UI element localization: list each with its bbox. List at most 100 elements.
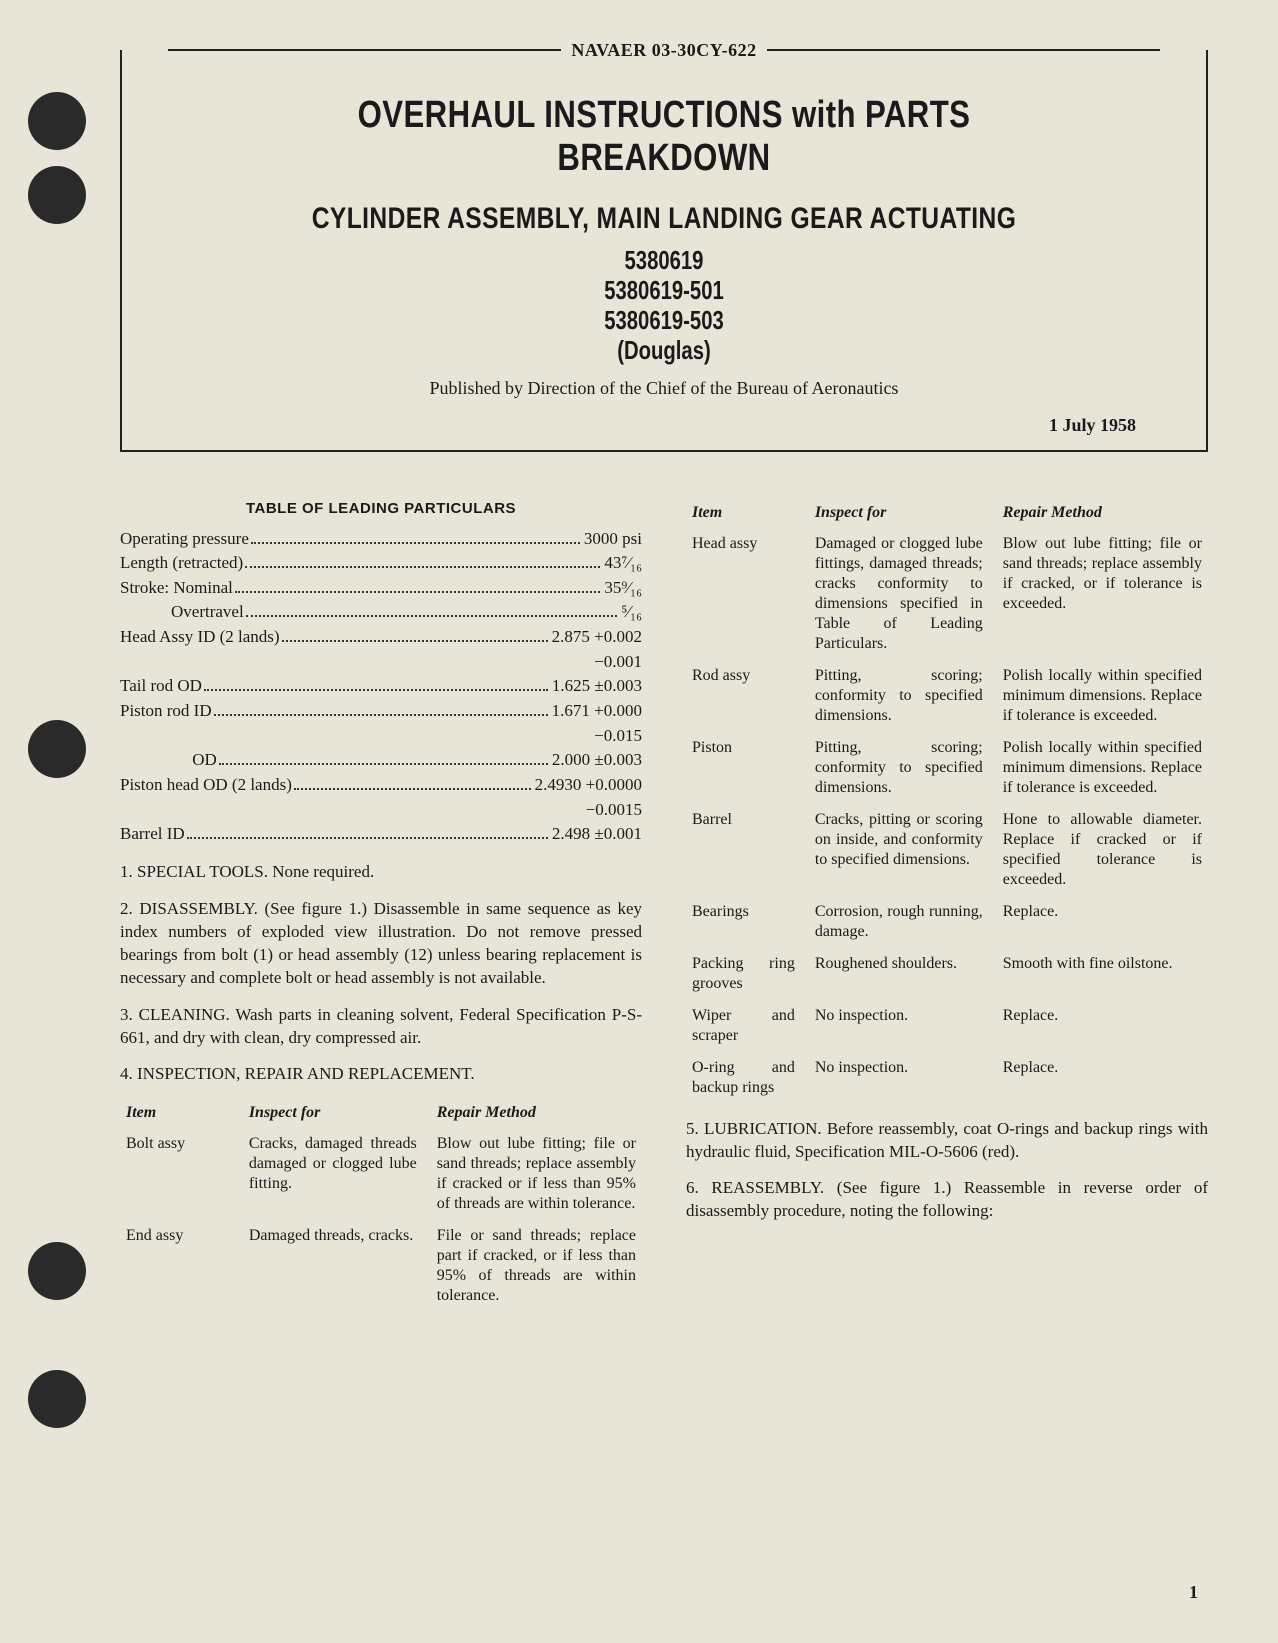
- punch-hole: [28, 92, 86, 150]
- cell-repair: Hone to allowable diameter. Replace if c…: [989, 804, 1208, 896]
- rule-left: [168, 49, 561, 51]
- title-main: OVERHAUL INSTRUCTIONS with PARTS BREAKDO…: [257, 94, 1070, 180]
- dot-leader: [245, 566, 600, 568]
- particular-label: Stroke: Nominal: [120, 576, 233, 601]
- punch-hole: [28, 1370, 86, 1428]
- particular-row: Barrel ID2.498 ±0.001: [120, 822, 642, 847]
- dot-leader: [187, 837, 548, 839]
- cell-repair: Blow out lube fitting; file or sand thre…: [423, 1128, 642, 1220]
- inspection-table-right: Item Inspect for Repair Method Head assy…: [686, 500, 1208, 1104]
- particular-label: Head Assy ID (2 lands): [120, 625, 280, 650]
- cell-repair: Replace.: [989, 1052, 1208, 1104]
- table-row: End assyDamaged threads, cracks.File or …: [120, 1220, 642, 1312]
- content-frame: NAVAER 03-30CY-622 OVERHAUL INSTRUCTIONS…: [120, 50, 1208, 452]
- table-row: PistonPitting, scoring; conformity to sp…: [686, 732, 1208, 804]
- particular-row: −0.0015: [120, 798, 642, 823]
- cell-inspect: Cracks, damaged threads damaged or clogg…: [235, 1128, 423, 1220]
- th-item: Item: [686, 500, 801, 528]
- cell-item: Wiper and scraper: [686, 1000, 801, 1052]
- table-row: BearingsCorrosion, rough running, damage…: [686, 896, 1208, 948]
- particular-row: Tail rod OD1.625 ±0.003: [120, 674, 642, 699]
- dot-leader: [214, 714, 548, 716]
- cell-inspect: Pitting, scoring; conformity to specifie…: [801, 660, 989, 732]
- particular-value: 1.625 ±0.003: [550, 674, 642, 699]
- punch-hole: [28, 1242, 86, 1300]
- particular-value: 2.875 +0.002: [550, 625, 642, 650]
- body-paragraph: 3. CLEANING. Wash parts in cleaning solv…: [120, 1004, 642, 1050]
- cell-item: Packing ring grooves: [686, 948, 801, 1000]
- part-number: 5380619-503: [277, 306, 1051, 336]
- table-row: Wiper and scraperNo inspection.Replace.: [686, 1000, 1208, 1052]
- dot-leader: [282, 640, 548, 642]
- table-row: Packing ring groovesRoughened shoulders.…: [686, 948, 1208, 1000]
- part-number: (Douglas): [277, 336, 1051, 366]
- punch-hole: [28, 166, 86, 224]
- cell-repair: Smooth with fine oilstone.: [989, 948, 1208, 1000]
- particular-label: OD: [120, 748, 217, 773]
- particular-value: −0.015: [592, 724, 642, 749]
- particular-value: 3000 psi: [582, 527, 642, 552]
- dot-leader: [294, 788, 531, 790]
- cell-item: O-ring and backup rings: [686, 1052, 801, 1104]
- particular-row: OD2.000 ±0.003: [120, 748, 642, 773]
- rule-right: [767, 49, 1160, 51]
- punch-hole: [28, 720, 86, 778]
- cell-item: Bearings: [686, 896, 801, 948]
- part-number: 5380619-501: [277, 276, 1051, 306]
- particular-value: 35⁹⁄₁₆: [602, 576, 642, 601]
- particular-row: Head Assy ID (2 lands) 2.875 +0.002: [120, 625, 642, 650]
- cell-repair: Blow out lube fitting; file or sand thre…: [989, 528, 1208, 660]
- particular-row: −0.001: [120, 650, 642, 675]
- cell-item: Bolt assy: [120, 1128, 235, 1220]
- table-row: Bolt assyCracks, damaged threads damaged…: [120, 1128, 642, 1220]
- particular-row: Operating pressure3000 psi: [120, 527, 642, 552]
- publisher-line: Published by Direction of the Chief of t…: [168, 378, 1160, 399]
- column-right: Item Inspect for Repair Method Head assy…: [686, 480, 1208, 1313]
- th-inspect: Inspect for: [801, 500, 989, 528]
- particular-label: Barrel ID: [120, 822, 185, 847]
- table-row: Rod assyPitting, scoring; conformity to …: [686, 660, 1208, 732]
- table-row: Head assyDamaged or clogged lube fitting…: [686, 528, 1208, 660]
- column-left: TABLE OF LEADING PARTICULARS Operating p…: [120, 480, 642, 1313]
- cell-inspect: Pitting, scoring; conformity to specifie…: [801, 732, 989, 804]
- cell-inspect: No inspection.: [801, 1052, 989, 1104]
- two-column-body: TABLE OF LEADING PARTICULARS Operating p…: [120, 480, 1208, 1313]
- page-number: 1: [1189, 1582, 1198, 1603]
- particular-value: −0.0015: [584, 798, 642, 823]
- inspection-table-left: Item Inspect for Repair Method Bolt assy…: [120, 1100, 642, 1312]
- cell-repair: Replace.: [989, 896, 1208, 948]
- cell-inspect: Roughened shoulders.: [801, 948, 989, 1000]
- particular-value: 43⁷⁄₁₆: [602, 551, 642, 576]
- cell-repair: Polish locally within specified minimum …: [989, 660, 1208, 732]
- frame-top: NAVAER 03-30CY-622: [168, 40, 1160, 60]
- th-repair: Repair Method: [423, 1100, 642, 1128]
- particular-row: Piston rod ID1.671 +0.000: [120, 699, 642, 724]
- cell-item: Piston: [686, 732, 801, 804]
- document-id: NAVAER 03-30CY-622: [561, 40, 766, 61]
- dot-leader: [251, 542, 580, 544]
- dot-leader: [235, 591, 601, 593]
- particular-label: Piston head OD (2 lands): [120, 773, 292, 798]
- body-paragraph: 5. LUBRICATION. Before reassembly, coat …: [686, 1118, 1208, 1164]
- body-paragraph: 2. DISASSEMBLY. (See figure 1.) Disassem…: [120, 898, 642, 990]
- publication-date: 1 July 1958: [168, 415, 1160, 436]
- cell-repair: File or sand threads; replace part if cr…: [423, 1220, 642, 1312]
- cell-item: Head assy: [686, 528, 801, 660]
- body-paragraph: 1. SPECIAL TOOLS. None required.: [120, 861, 642, 884]
- particular-row: Length (retracted)43⁷⁄₁₆: [120, 551, 642, 576]
- particular-value: 2.4930 +0.0000: [533, 773, 642, 798]
- cell-inspect: Cracks, pitting or scoring on inside, an…: [801, 804, 989, 896]
- particular-label: Piston rod ID: [120, 699, 212, 724]
- dot-leader: [204, 689, 548, 691]
- table-row: O-ring and backup ringsNo inspection.Rep…: [686, 1052, 1208, 1104]
- particular-value: ⁵⁄₁₆: [619, 600, 642, 625]
- particular-value: −0.001: [592, 650, 642, 675]
- cell-item: Rod assy: [686, 660, 801, 732]
- cell-inspect: No inspection.: [801, 1000, 989, 1052]
- particular-row: Overtravel⁵⁄₁₆: [120, 600, 642, 625]
- dot-leader: [246, 615, 618, 617]
- part-number: 5380619: [277, 246, 1051, 276]
- cell-inspect: Damaged or clogged lube fittings, damage…: [801, 528, 989, 660]
- particular-row: Piston head OD (2 lands) 2.4930 +0.0000: [120, 773, 642, 798]
- th-inspect: Inspect for: [235, 1100, 423, 1128]
